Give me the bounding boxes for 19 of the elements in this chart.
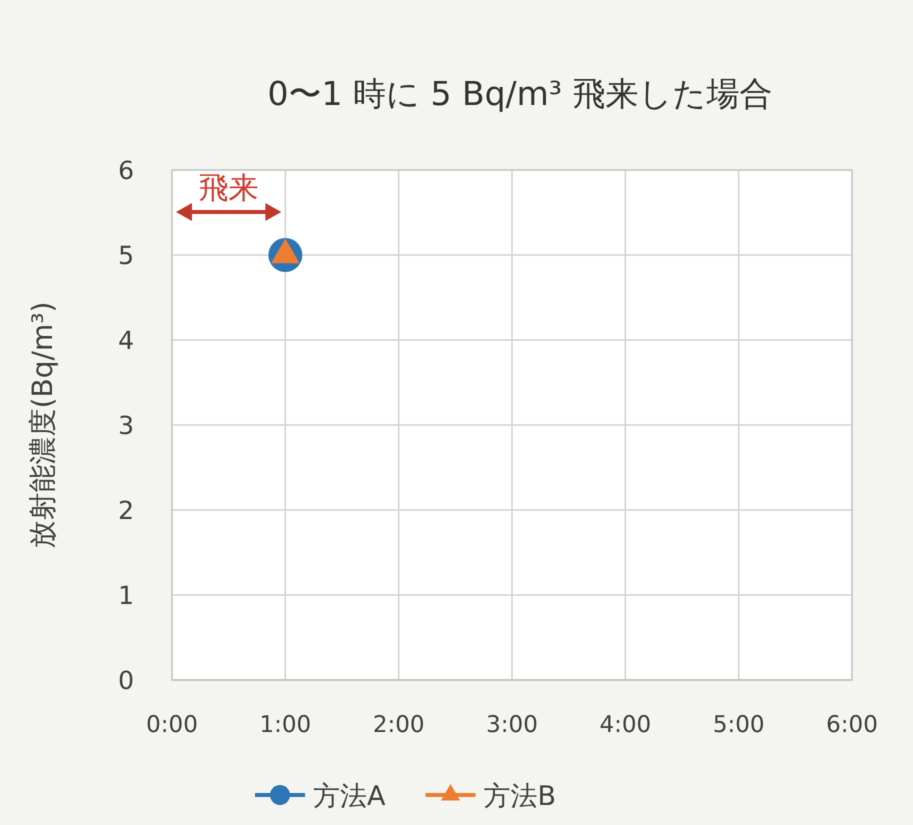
x-tick-label: 0:00 [146,712,198,738]
x-tick-label: 6:00 [826,712,878,738]
y-axis-title: 放射能濃度(Bq/m³) [26,302,59,548]
y-tick-label: 4 [118,326,134,355]
y-tick-label: 3 [118,411,134,440]
y-tick-label: 6 [118,156,134,185]
x-tick-label: 3:00 [486,712,538,738]
y-tick-label: 5 [118,241,134,270]
x-tick-label: 2:00 [372,712,424,738]
y-tick-label: 2 [118,496,134,525]
x-tick-label: 1:00 [260,712,312,738]
x-tick-label: 4:00 [600,712,652,738]
x-tick-label: 5:00 [712,712,764,738]
legend-label: 方法A [313,781,386,812]
y-tick-label: 0 [118,666,134,695]
y-tick-label: 1 [118,581,134,610]
legend-label: 方法B [483,781,556,812]
annotation: 飛来 [198,171,259,206]
chart-title: 0〜1 時に 5 Bq/m³ 飛来した場合 [267,74,773,113]
